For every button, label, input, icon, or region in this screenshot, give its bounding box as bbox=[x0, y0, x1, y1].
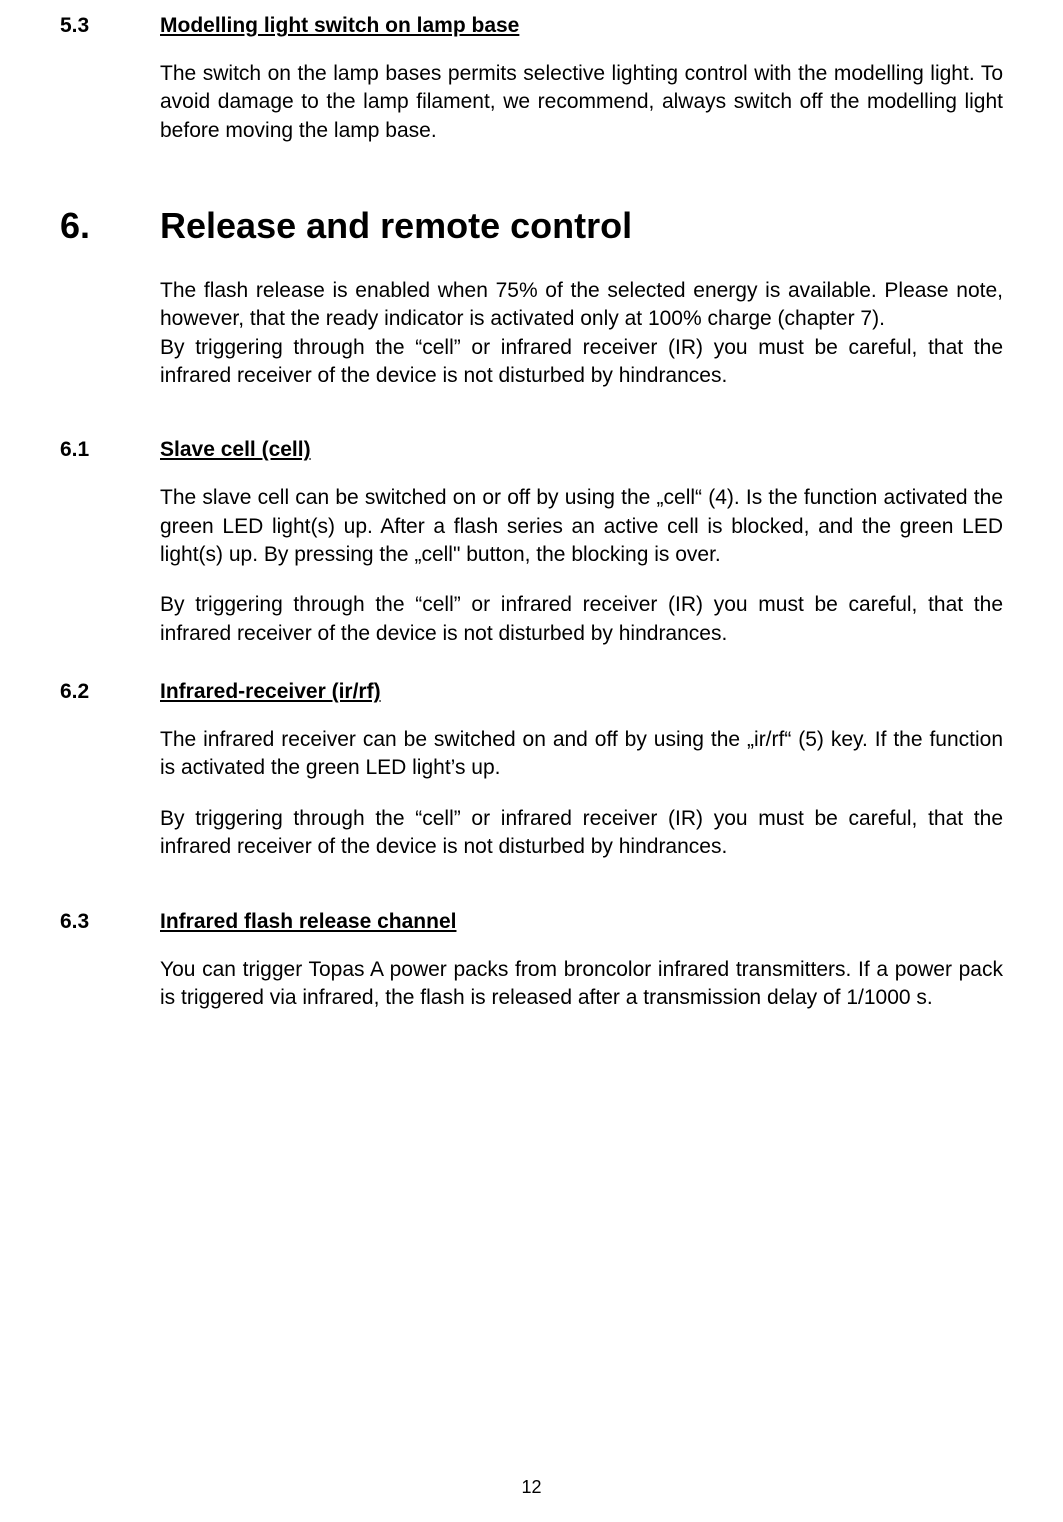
section-6-2-heading: 6.2 Infrared-receiver (ir/rf) bbox=[60, 680, 1003, 704]
section-title: Modelling light switch on lamp base bbox=[160, 14, 519, 38]
section-6-body-2: By triggering through the “cell” or infr… bbox=[160, 334, 1003, 391]
section-title: Infrared flash release channel bbox=[160, 910, 456, 934]
section-6-1-body-2: By triggering through the “cell” or infr… bbox=[160, 591, 1003, 648]
section-6-2-body-2: By triggering through the “cell” or infr… bbox=[160, 805, 1003, 862]
section-6-1-body-1: The slave cell can be switched on or off… bbox=[160, 484, 1003, 569]
page-number: 12 bbox=[0, 1477, 1063, 1498]
section-title: Slave cell (cell) bbox=[160, 438, 311, 462]
document-page: 5.3 Modelling light switch on lamp base … bbox=[0, 0, 1063, 1522]
section-number: 6. bbox=[60, 205, 160, 247]
section-number: 6.1 bbox=[60, 438, 160, 462]
section-6-body-1: The flash release is enabled when 75% of… bbox=[160, 277, 1003, 334]
section-5-3-heading: 5.3 Modelling light switch on lamp base bbox=[60, 14, 1003, 38]
section-title: Infrared-receiver (ir/rf) bbox=[160, 680, 381, 704]
section-5-3-body: The switch on the lamp bases permits sel… bbox=[160, 60, 1003, 145]
section-6-heading: 6. Release and remote control bbox=[60, 205, 1003, 247]
section-number: 5.3 bbox=[60, 14, 160, 38]
section-6-3-body-1: You can trigger Topas A power packs from… bbox=[160, 956, 1003, 1013]
section-number: 6.3 bbox=[60, 910, 160, 934]
section-6-1-heading: 6.1 Slave cell (cell) bbox=[60, 438, 1003, 462]
section-6-2-body-1: The infrared receiver can be switched on… bbox=[160, 726, 1003, 783]
section-number: 6.2 bbox=[60, 680, 160, 704]
section-title: Release and remote control bbox=[160, 205, 632, 247]
section-6-3-heading: 6.3 Infrared flash release channel bbox=[60, 910, 1003, 934]
